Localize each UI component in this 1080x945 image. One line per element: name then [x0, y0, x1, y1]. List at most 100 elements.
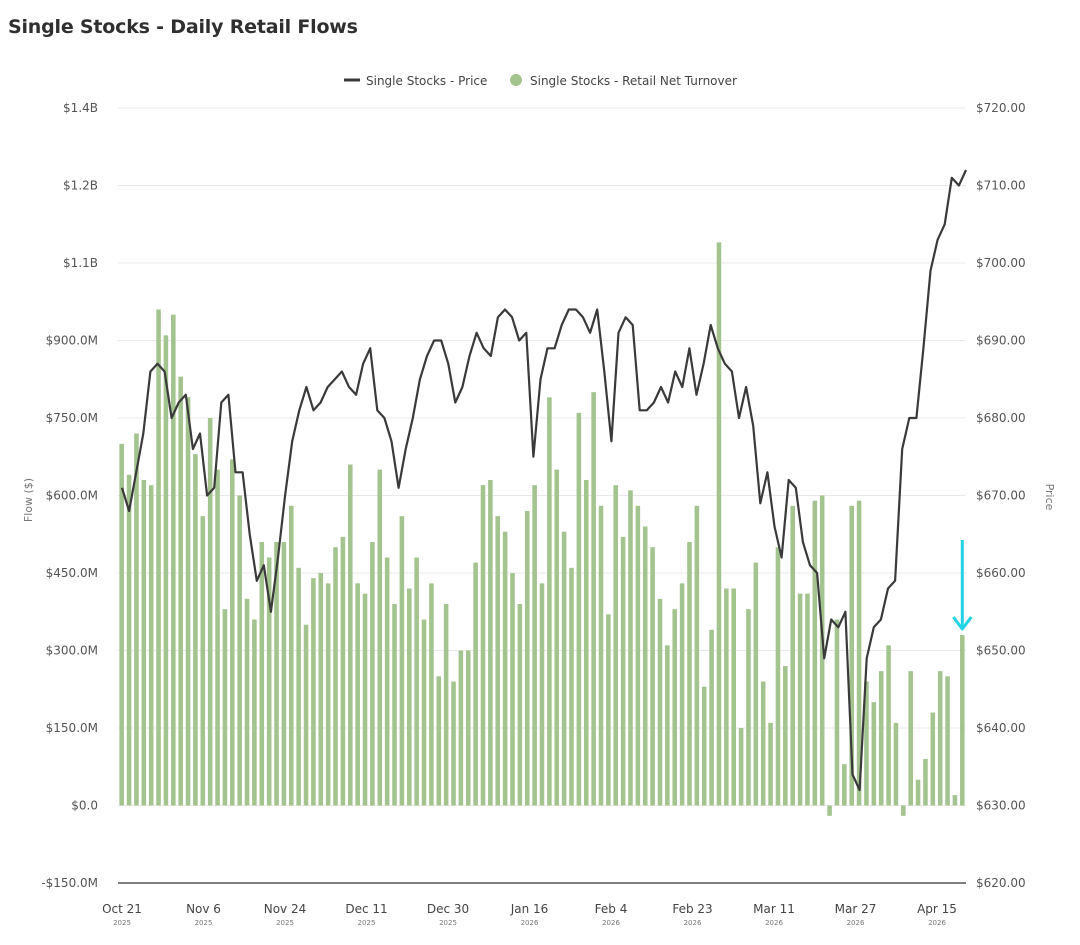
turnover-bar [760, 681, 766, 806]
turnover-bar [244, 598, 250, 806]
turnover-bar [768, 722, 773, 806]
turnover-bar [952, 795, 958, 806]
turnover-bar [901, 805, 906, 816]
right-tick-label: $650.00 [976, 644, 1026, 658]
turnover-bar [274, 542, 279, 806]
turnover-bar [783, 666, 788, 806]
turnover-bar [716, 242, 722, 806]
left-tick-label: $150.0M [46, 721, 98, 735]
turnover-bar [893, 722, 899, 806]
annotation-arrow [952, 540, 973, 631]
turnover-bar [399, 516, 405, 806]
turnover-bar [414, 557, 419, 806]
turnover-bar [532, 485, 537, 806]
turnover-bar [266, 557, 272, 806]
right-tick-label: $660.00 [976, 566, 1026, 580]
turnover-bar [790, 505, 795, 806]
turnover-bar [193, 454, 198, 806]
turnover-bar [701, 686, 707, 806]
left-axis-label: Flow ($) [22, 478, 35, 522]
right-axis-label: Price [1043, 484, 1056, 511]
x-tick-year: 2026 [521, 919, 539, 927]
left-tick-label: $300.0M [46, 644, 98, 658]
left-tick-label: $900.0M [46, 334, 98, 348]
x-tick-label: Nov 24 [264, 902, 307, 916]
turnover-bar [576, 412, 582, 806]
x-tick-label: Nov 6 [186, 902, 221, 916]
turnover-bar [746, 609, 751, 806]
turnover-bar [864, 681, 869, 806]
legend-turnover-label: Single Stocks - Retail Net Turnover [530, 74, 737, 88]
left-tick-label: $1.2B [63, 179, 98, 193]
x-tick-label: Jan 16 [510, 902, 549, 916]
turnover-bar [665, 645, 670, 806]
turnover-bar [842, 764, 847, 806]
turnover-bar [805, 593, 810, 806]
arrow-head [952, 616, 973, 631]
left-tick-label: $0.0 [71, 799, 98, 813]
turnover-bar [657, 598, 663, 806]
x-tick-year: 2026 [684, 919, 702, 927]
turnover-bar [200, 516, 206, 806]
legend: Single Stocks - Price Single Stocks - Re… [344, 74, 737, 88]
turnover-bar [163, 335, 169, 806]
turnover-bar [606, 614, 611, 806]
line-series [120, 169, 968, 792]
x-tick-year: 2025 [113, 919, 131, 927]
right-tick-label: $680.00 [976, 411, 1026, 425]
turnover-bar [583, 480, 589, 806]
turnover-bar [281, 542, 287, 806]
right-tick-label: $710.00 [976, 179, 1026, 193]
turnover-bar [650, 547, 655, 806]
legend-price-label: Single Stocks - Price [366, 74, 487, 88]
turnover-bar [856, 500, 862, 806]
turnover-bar [495, 516, 501, 806]
turnover-bar [569, 567, 574, 806]
x-tick-label: Apr 15 [917, 902, 957, 916]
left-tick-label: $1.4B [63, 101, 98, 115]
x-tick-year: 2025 [276, 919, 294, 927]
turnover-bar [849, 505, 854, 806]
turnover-bar [620, 536, 626, 806]
turnover-bar [333, 547, 338, 806]
turnover-bar [937, 671, 943, 806]
turnover-bar [510, 573, 515, 806]
right-tick-label: $720.00 [976, 101, 1026, 115]
turnover-bar [738, 728, 744, 806]
x-axis: Oct 21 2025 Nov 6 2025 Nov 24 2025 Dec 11 2025 D… [102, 902, 957, 927]
turnover-bar [303, 624, 309, 806]
turnover-bar [141, 480, 147, 806]
turnover-bar [443, 604, 449, 806]
x-tick-label: Feb 23 [672, 902, 712, 916]
turnover-bar [355, 583, 360, 806]
turnover-bar [148, 485, 154, 806]
left-tick-label: $1.1B [63, 256, 98, 270]
turnover-bar [222, 609, 228, 806]
turnover-bar [289, 505, 294, 806]
x-tick-year: 2026 [847, 919, 865, 927]
turnover-bar [377, 469, 383, 806]
turnover-bar [871, 702, 877, 806]
turnover-bar [436, 676, 442, 806]
turnover-bar [731, 588, 737, 806]
turnover-bar [554, 469, 560, 806]
turnover-bar [930, 712, 936, 806]
left-axis: -$150.0M $0.0 $150.0M $300.0M $450.0M $600.0M… [41, 101, 98, 890]
right-tick-label: $690.00 [976, 334, 1026, 348]
turnover-bar [642, 526, 648, 806]
right-tick-label: $670.00 [976, 489, 1026, 503]
turnover-bar [797, 593, 803, 806]
turnover-bar [878, 671, 884, 806]
turnover-bar [296, 567, 301, 806]
turnover-bar [392, 604, 397, 806]
turnover-bar [451, 681, 456, 806]
turnover-bar [134, 433, 139, 806]
turnover-bar [465, 650, 471, 806]
turnover-bar [598, 505, 604, 806]
turnover-bar [230, 459, 235, 806]
turnover-bar [119, 443, 124, 806]
turnover-bar [362, 593, 368, 806]
turnover-bar [524, 511, 530, 806]
legend-turnover-swatch [510, 74, 522, 86]
